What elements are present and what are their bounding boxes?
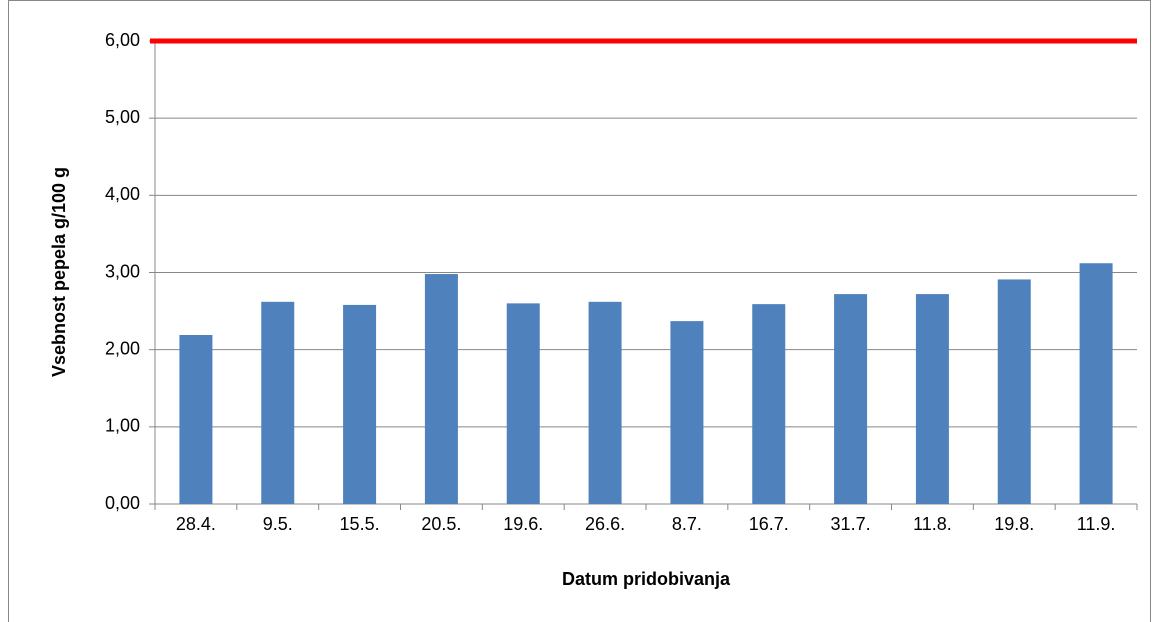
x-tick-label: 8.7.	[672, 514, 702, 534]
x-tick-label: 19.6.	[503, 514, 543, 534]
bar	[179, 335, 213, 504]
x-tick-label: 26.6.	[585, 514, 625, 534]
bar	[834, 294, 868, 504]
y-tick-label: 4,00	[105, 184, 140, 204]
x-tick-label: 28.4.	[176, 514, 216, 534]
y-tick-label: 1,00	[105, 416, 140, 436]
bar	[752, 304, 786, 504]
bar	[915, 294, 949, 504]
x-axis-title: Datum pridobivanja	[562, 569, 731, 589]
x-tick-label: 20.5.	[421, 514, 461, 534]
y-tick-label: 3,00	[105, 261, 140, 281]
bar	[670, 321, 704, 504]
bar	[1079, 263, 1113, 504]
x-tick-label: 11.8.	[913, 514, 952, 534]
y-tick-label: 2,00	[105, 338, 140, 358]
chart-frame	[8, 0, 1151, 622]
x-tick-label: 19.8.	[994, 514, 1034, 534]
y-tick-label: 5,00	[105, 107, 140, 127]
x-tick-label: 31.7.	[831, 514, 871, 534]
y-tick-label: 6,00	[105, 30, 140, 50]
y-axis-title: Vsebnost pepela g/100 g	[49, 167, 69, 377]
bar	[506, 303, 540, 504]
bar	[588, 301, 622, 504]
bar	[343, 304, 377, 504]
x-tick-label: 9.5.	[263, 514, 293, 534]
bar	[424, 274, 458, 504]
y-tick-label: 0,00	[105, 493, 140, 513]
x-tick-label: 11.9.	[1077, 514, 1116, 534]
bar	[997, 279, 1031, 504]
bar	[261, 301, 295, 504]
x-tick-label: 16.7.	[749, 514, 789, 534]
x-tick-label: 15.5.	[340, 514, 380, 534]
